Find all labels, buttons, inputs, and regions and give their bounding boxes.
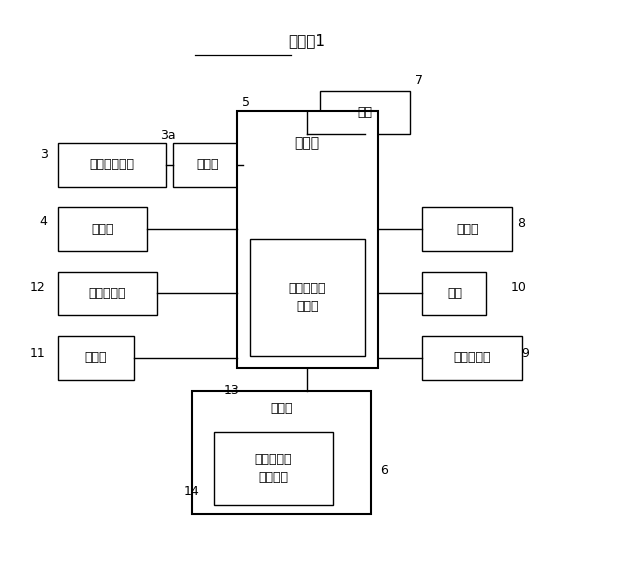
Text: 3: 3 [40,148,47,161]
Text: 3a: 3a [160,129,175,142]
Bar [320,91,410,134]
Text: 通信部: 通信部 [84,351,108,364]
Text: 表示部: 表示部 [456,223,479,236]
Text: 時計: 時計 [357,106,372,119]
Text: 8: 8 [518,217,525,230]
Text: 7: 7 [415,74,423,87]
Bar [422,207,512,251]
Text: 改善データ
テーブル: 改善データ テーブル [255,453,292,484]
Text: 測定部: 測定部 [91,223,114,236]
Text: 温度センサ: 温度センサ [88,287,126,300]
Text: 13: 13 [224,384,239,397]
Bar [173,143,243,187]
Text: 6: 6 [380,464,388,477]
Text: 測定器1: 測定器1 [289,33,326,48]
Text: 9: 9 [521,347,529,360]
Text: 14: 14 [184,485,200,498]
Text: キー入力部: キー入力部 [453,351,491,364]
Bar [250,239,365,356]
Text: 11: 11 [29,347,45,360]
Bar [422,336,522,380]
Text: 5: 5 [243,96,250,109]
Bar [422,272,486,315]
Bar [58,143,166,187]
Text: 検知部: 検知部 [196,158,220,172]
Bar [237,111,378,368]
Text: 記憶部: 記憶部 [270,402,293,415]
Text: 10: 10 [511,281,526,294]
Text: 4: 4 [40,215,47,228]
Bar [214,432,333,505]
Text: 制御部: 制御部 [294,136,320,150]
Bar [58,207,147,251]
Bar [58,272,157,315]
Text: センサ装着部: センサ装着部 [90,158,134,172]
Text: 改善データ
取得部: 改善データ 取得部 [289,282,326,314]
Text: 電池: 電池 [447,287,462,300]
Text: 12: 12 [29,281,45,294]
Bar [58,336,134,380]
Bar [192,391,371,514]
